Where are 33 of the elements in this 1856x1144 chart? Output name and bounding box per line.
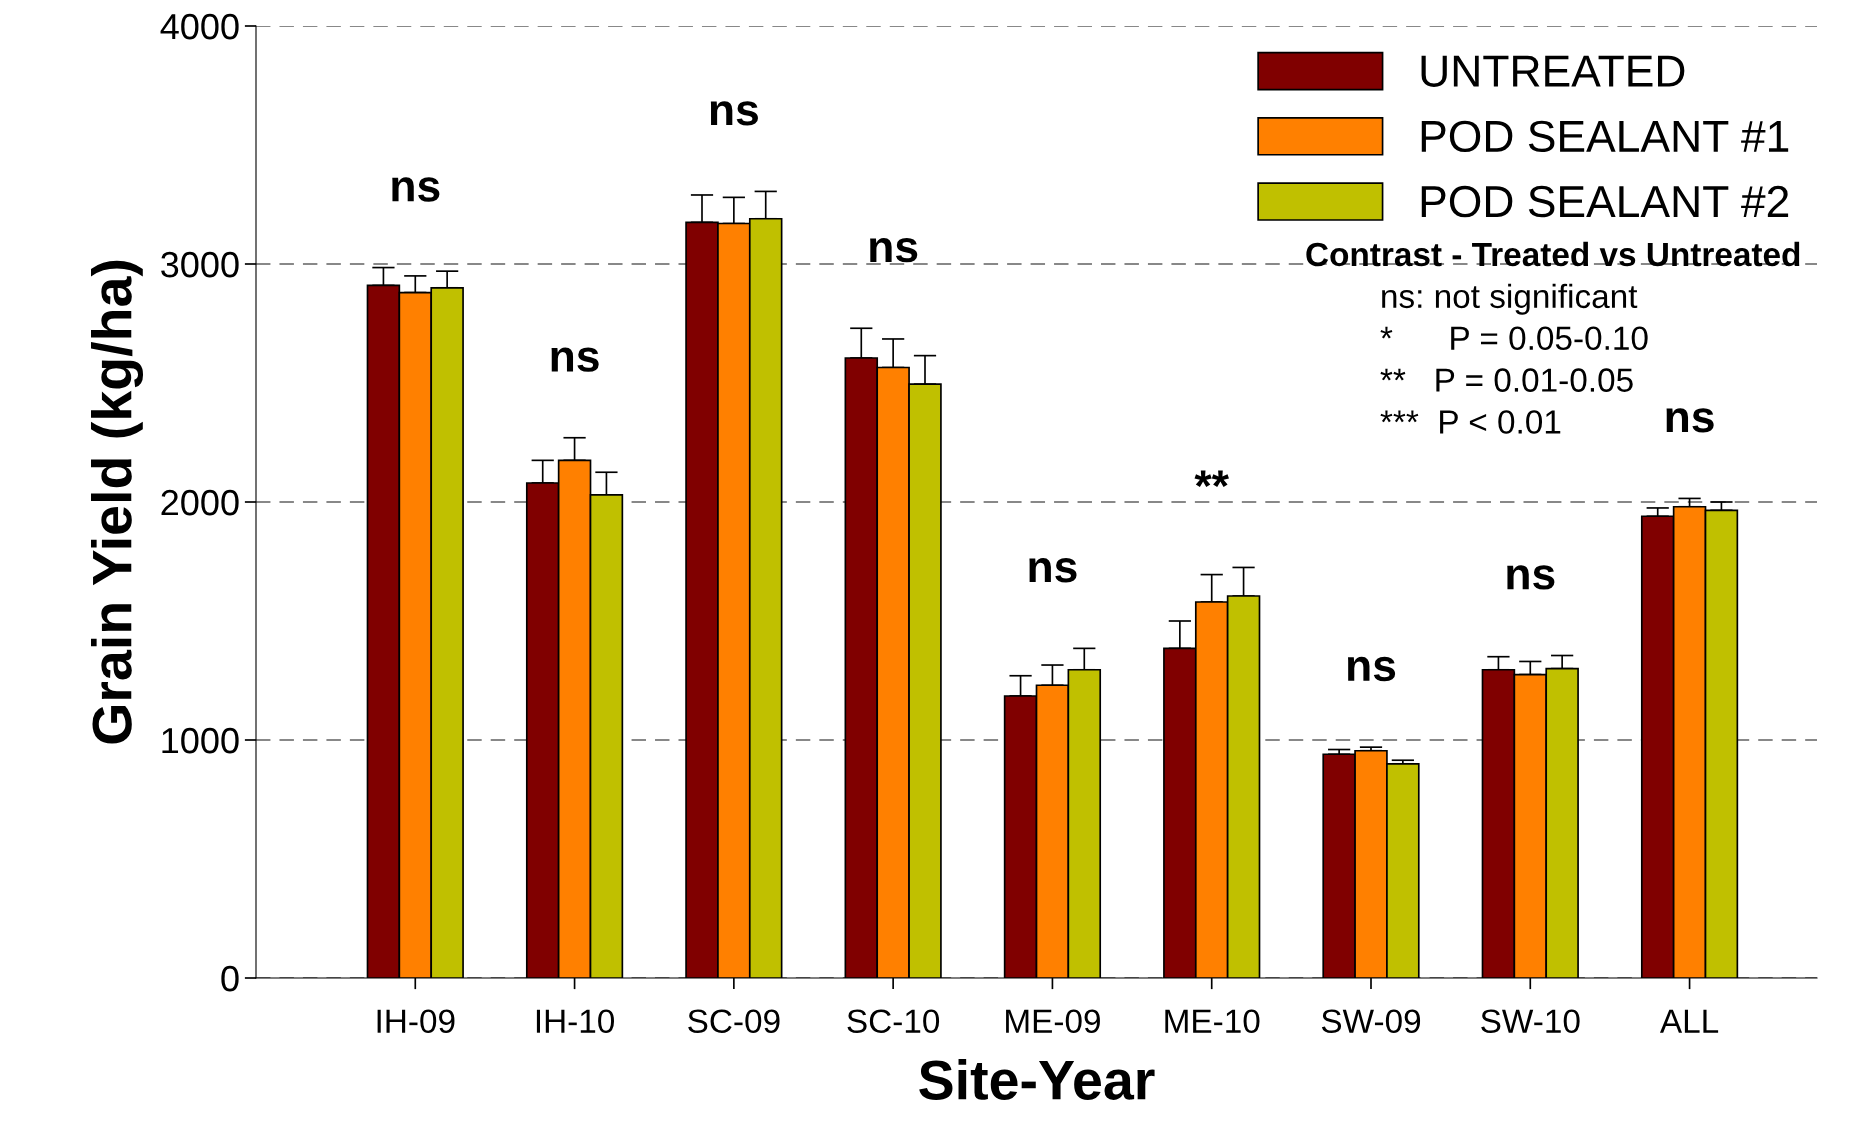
x-tick-label: SC-09	[688, 1009, 780, 1034]
annotation: ns	[1666, 408, 1714, 433]
annotation: **	[1194, 470, 1229, 488]
legend-label: POD SEALANT #1	[1421, 120, 1789, 153]
y-tick-label: 2000	[161, 489, 239, 516]
y-axis-title: Grain Yield (kg/ha)	[91, 260, 144, 744]
annotation: ns: not significant	[1382, 283, 1638, 315]
x-tick-label: ME-09	[1006, 1009, 1100, 1034]
y-tick-label: 3000	[161, 251, 239, 278]
y-tick-label: 1000	[162, 727, 239, 754]
annotation: *** P < 0.01	[1380, 410, 1561, 434]
annotation: ** P = 0.01-0.05	[1380, 368, 1633, 392]
x-tick-label: ALL	[1659, 1009, 1719, 1033]
legend-label: UNTREATED	[1421, 55, 1685, 87]
x-axis-title: Site-Year	[919, 1059, 1155, 1100]
annotation: ns	[710, 101, 758, 126]
annotation: ns	[1029, 558, 1077, 583]
annotation: Contrast - Treated vs Untreated	[1306, 241, 1800, 267]
annotation: ns	[551, 347, 599, 372]
x-tick-label: SW-09	[1321, 1009, 1421, 1034]
legend-label: POD SEALANT #2	[1421, 185, 1789, 218]
x-tick-label: ME-10	[1165, 1009, 1260, 1034]
annotation: ns	[1348, 656, 1396, 682]
x-tick-label: IH-09	[377, 1009, 455, 1034]
x-tick-label: IH-10	[536, 1009, 615, 1034]
annotation: ns	[870, 237, 918, 263]
x-tick-label: SC-10	[847, 1009, 940, 1034]
y-tick-label: 4000	[160, 13, 239, 40]
x-tick-label: SW-10	[1481, 1009, 1580, 1034]
y-tick-label: 0	[221, 965, 239, 992]
annotation: ns	[392, 177, 440, 202]
annotation: ns	[1507, 565, 1555, 590]
annotation: * P = 0.05-0.10	[1380, 326, 1648, 351]
